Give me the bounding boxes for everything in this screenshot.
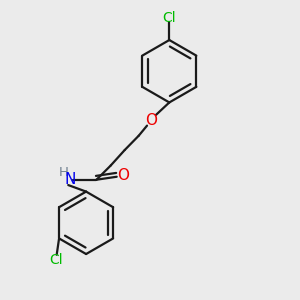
- Text: O: O: [146, 113, 158, 128]
- Text: H: H: [59, 166, 69, 179]
- Text: N: N: [64, 172, 75, 187]
- Text: Cl: Cl: [163, 11, 176, 25]
- Text: O: O: [117, 168, 129, 183]
- Text: Cl: Cl: [49, 253, 63, 267]
